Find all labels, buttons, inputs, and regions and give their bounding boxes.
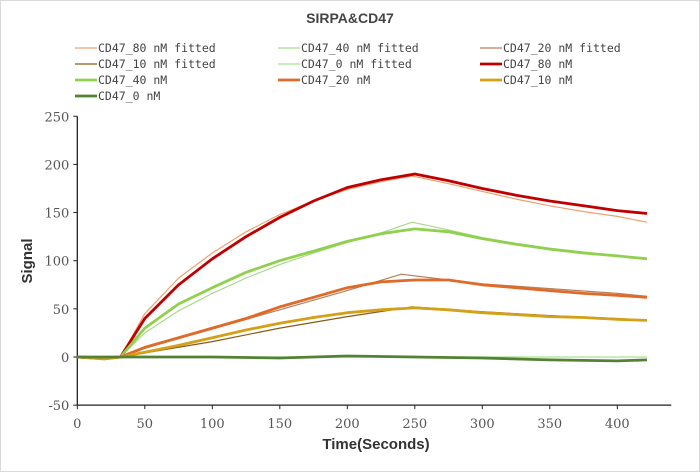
legend-label: CD47_10 nM fitted — [98, 57, 216, 71]
legend-label: CD47_20 nM — [301, 73, 370, 87]
series-line-cd47-0-nm — [77, 354, 648, 363]
series-line-cd47-80-nm — [77, 172, 648, 360]
axes: -50 0 50 100 150 200 250 0 50 100 150 200 250 300 350 4… — [44, 110, 672, 432]
legend-label: CD47_0 nM fitted — [301, 57, 412, 71]
series-group — [77, 172, 648, 363]
x-tick-label: 100 — [200, 417, 225, 432]
legend-label: CD47_80 nM fitted — [98, 41, 216, 55]
y-tick-label: 50 — [53, 303, 70, 318]
legend-label: CD47_40 nM — [98, 73, 167, 87]
y-tick-label: 250 — [44, 110, 69, 125]
chart-title: SIRPA&CD47 — [306, 10, 394, 26]
x-tick-label: 350 — [537, 417, 562, 432]
legend-label: CD47_40 nM fitted — [301, 41, 419, 55]
y-axis-label: Signal — [19, 238, 36, 283]
series-line-cd47-40-nm — [77, 227, 648, 360]
y-tick-label: 200 — [44, 158, 69, 173]
legend: CD47_80 nM fitted CD47_40 nM fitted CD47_2… — [75, 41, 621, 103]
x-tick-label: 250 — [402, 417, 427, 432]
legend-label: CD47_80 nM — [503, 57, 572, 71]
y-tick-label: 0 — [61, 351, 69, 366]
x-tick-label: 150 — [267, 417, 292, 432]
x-axis-label: Time(Seconds) — [322, 436, 429, 453]
series-line-cd47-20-nm — [77, 278, 648, 361]
series-line-cd47-10-nm — [77, 306, 648, 361]
x-tick-label: 300 — [470, 417, 495, 432]
series-line-cd47-80-nm-fitted — [77, 175, 648, 358]
y-tick-label: -50 — [48, 399, 69, 414]
legend-label: CD47_0 nM — [98, 89, 160, 103]
y-tick-label: 100 — [44, 255, 69, 270]
x-tick-label: 400 — [605, 417, 630, 432]
x-tick-label: 200 — [335, 417, 360, 432]
y-tick-label: 150 — [44, 207, 69, 222]
x-tick-label: 0 — [73, 417, 81, 432]
legend-label: CD47_20 nM fitted — [503, 41, 621, 55]
x-tick-label: 50 — [137, 417, 154, 432]
legend-label: CD47_10 nM — [503, 73, 572, 87]
